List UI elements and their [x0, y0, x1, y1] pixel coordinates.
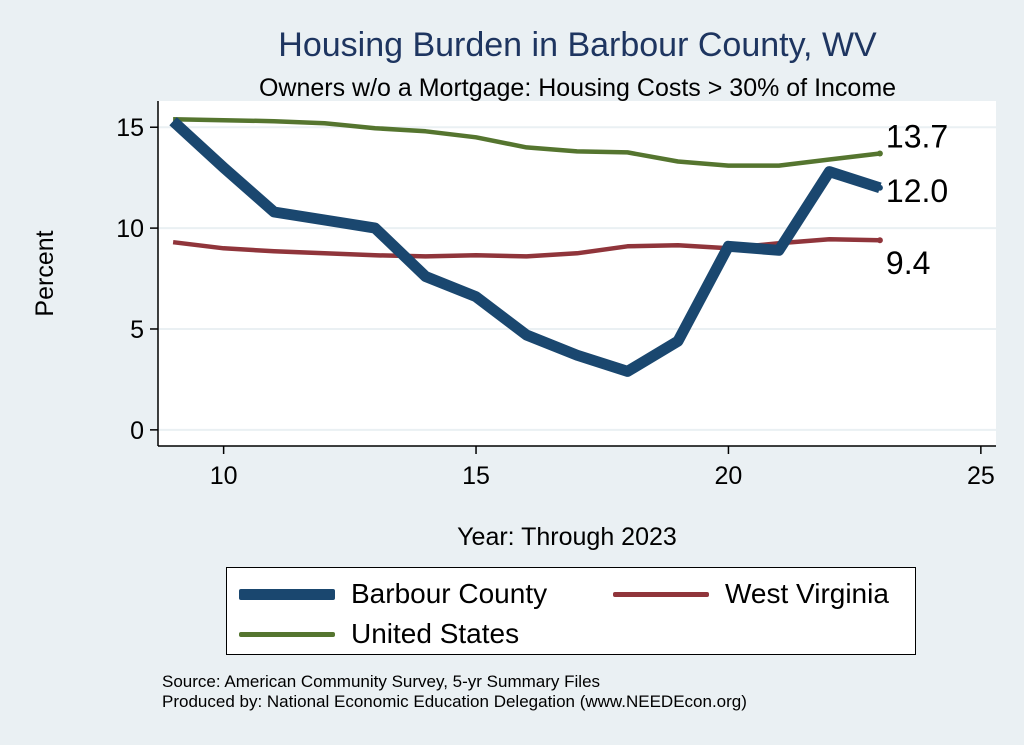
- legend-swatch-barbour-county: [239, 588, 335, 600]
- end-label-united-states: 13.7: [886, 118, 948, 154]
- legend-label-united-states: United States: [351, 618, 520, 649]
- y-tick-label-0: 0: [130, 417, 144, 445]
- legend-swatch-west-virginia: [613, 591, 709, 597]
- chart-title: Housing Burden in Barbour County, WV: [278, 26, 877, 64]
- legend-item-united-states: United States: [239, 618, 519, 650]
- series-line-united-states: [173, 116, 881, 168]
- y-tick-label-15: 15: [116, 114, 144, 142]
- legend-swatch-united-states: [239, 631, 335, 637]
- legend: Barbour County West Virginia United Stat…: [226, 567, 916, 655]
- series-end-point-united-states: [876, 150, 883, 157]
- end-label-barbour-county: 12.0: [886, 173, 948, 209]
- legend-item-barbour-county: Barbour County: [239, 578, 547, 610]
- legend-label-barbour-county: Barbour County: [351, 578, 548, 609]
- series-end-point-west-virginia: [876, 237, 883, 244]
- produced-by-line: Produced by: National Economic Education…: [162, 692, 747, 711]
- y-axis-title: Percent: [31, 230, 59, 316]
- x-tick-label-15: 15: [462, 462, 490, 490]
- y-tick-label-10: 10: [116, 215, 144, 243]
- x-axis-title: Year: Through 2023: [457, 523, 677, 551]
- chart-subtitle: Owners w/o a Mortgage: Housing Costs > 3…: [258, 74, 897, 102]
- series-end-point-barbour-county: [876, 184, 883, 191]
- source-note: Source: American Community Survey, 5-yr …: [162, 672, 747, 712]
- x-tick-label-10: 10: [210, 462, 238, 490]
- series-line-barbour-county: [169, 117, 882, 377]
- y-tick-label-5: 5: [130, 316, 144, 344]
- x-tick-label-25: 25: [967, 462, 995, 490]
- end-label-west-virginia: 9.4: [886, 245, 930, 281]
- legend-label-west-virginia: West Virginia: [725, 578, 889, 609]
- legend-item-west-virginia: West Virginia: [613, 578, 889, 610]
- source-line: Source: American Community Survey, 5-yr …: [162, 672, 601, 691]
- x-tick-label-20: 20: [715, 462, 743, 490]
